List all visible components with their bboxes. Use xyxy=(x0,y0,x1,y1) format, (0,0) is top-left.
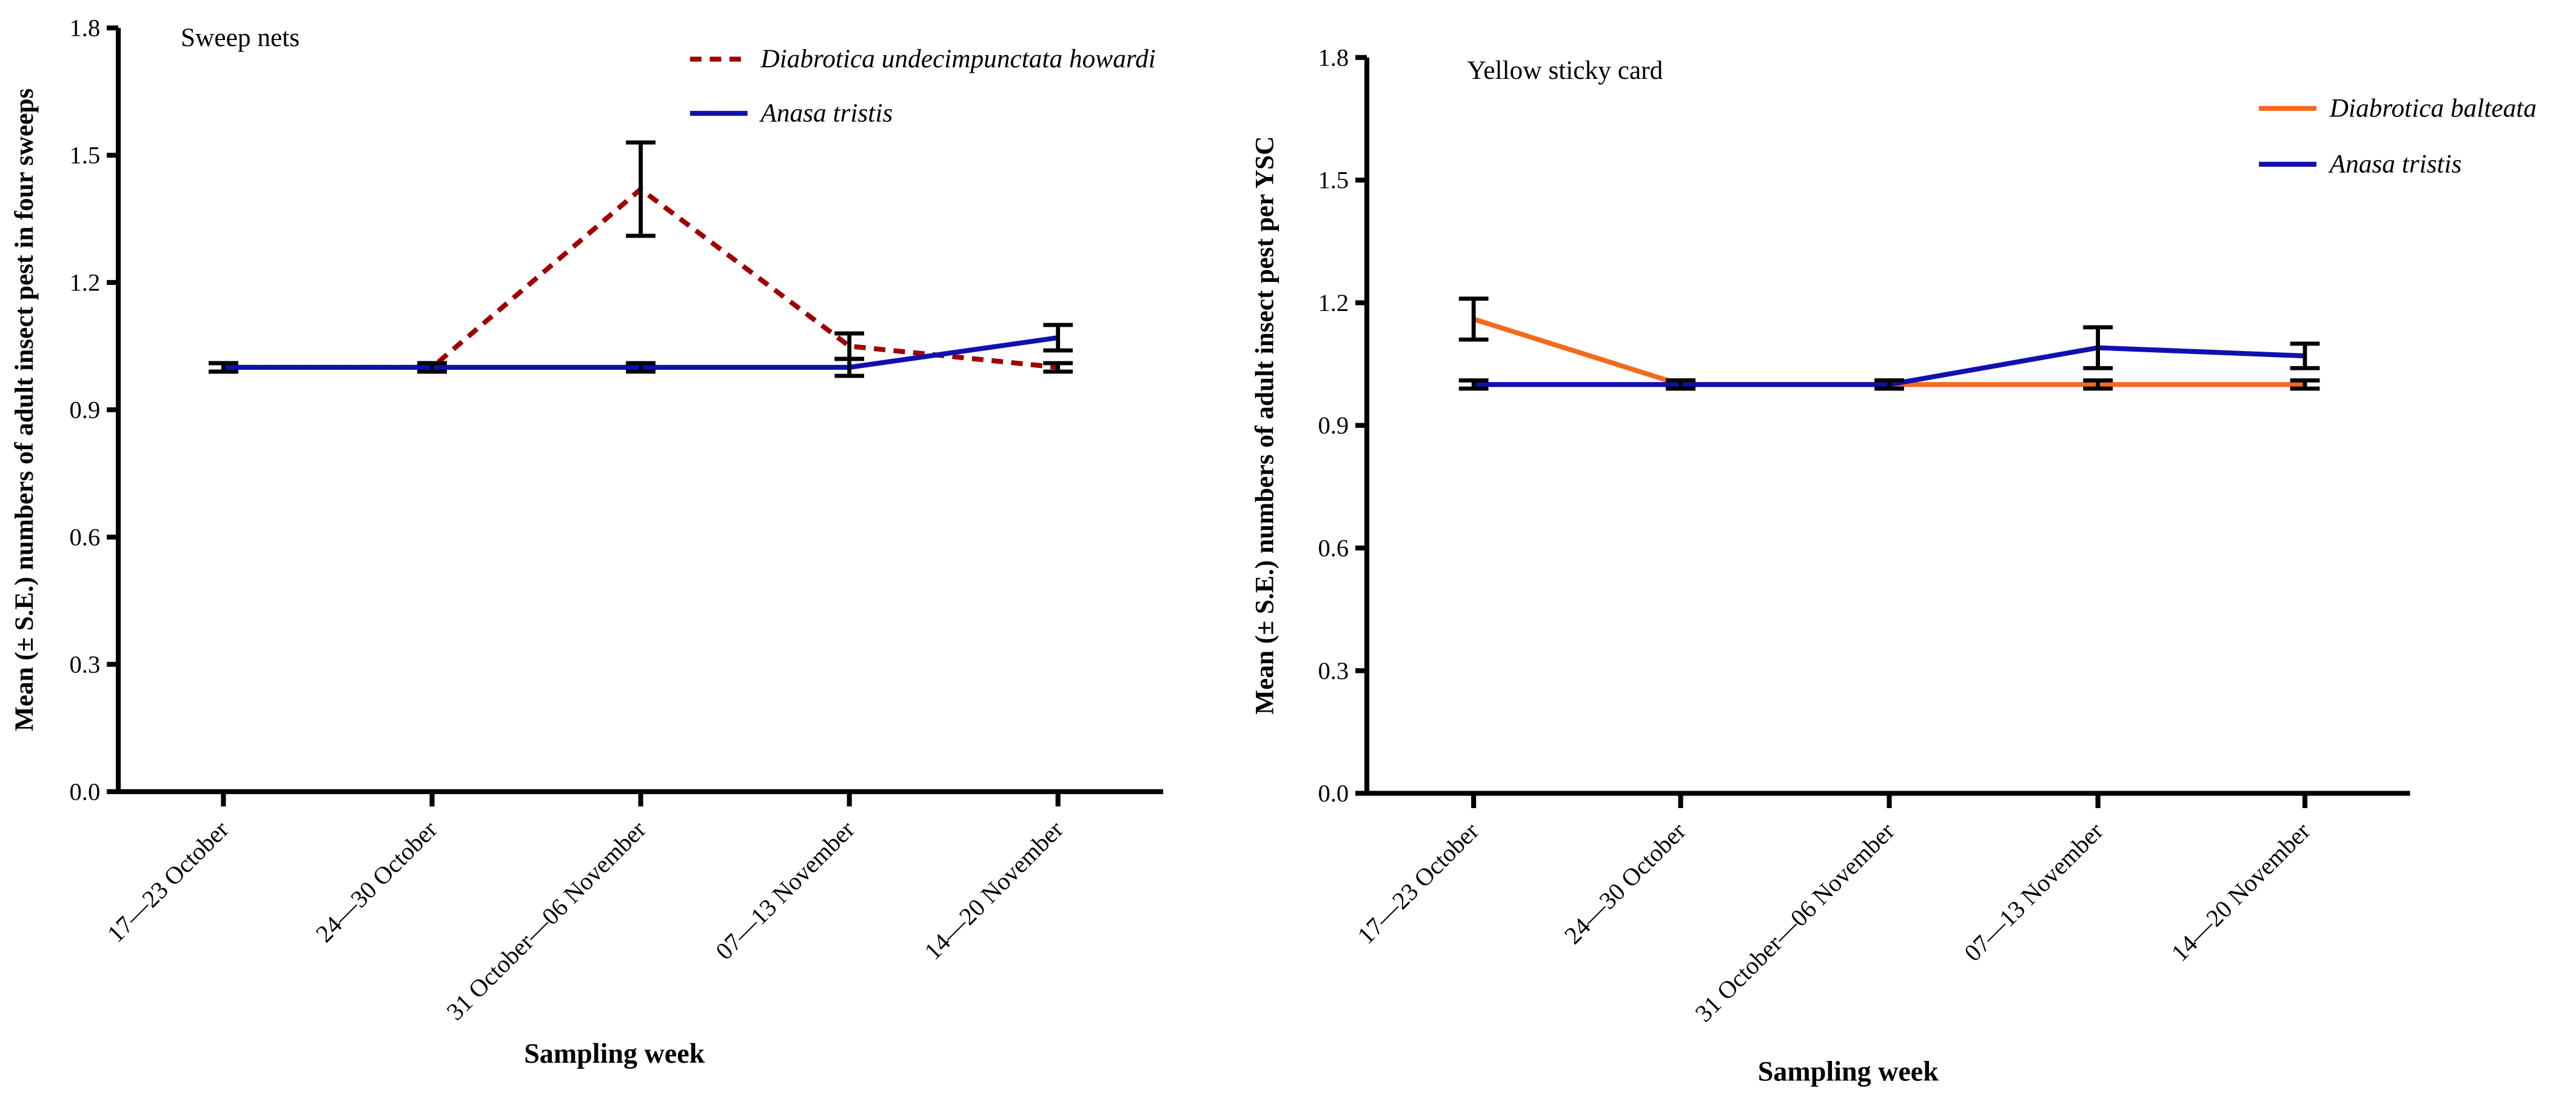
error-bar xyxy=(626,361,656,374)
error-bar xyxy=(209,361,238,374)
y-tick-label: 1.8 xyxy=(69,15,100,42)
y-tick-label: 1.5 xyxy=(1318,167,1349,194)
x-tick-label: 17—23 October xyxy=(102,815,234,948)
y-tick-label: 1.2 xyxy=(1318,289,1349,316)
x-axis-title: Sampling week xyxy=(1758,1056,1939,1087)
error-bar xyxy=(1043,323,1073,353)
y-tick-label: 0.6 xyxy=(1318,535,1349,562)
legend-label: Diabrotica balteata xyxy=(2329,93,2537,122)
x-tick-label: 14—20 November xyxy=(2166,817,2316,967)
error-bar xyxy=(2290,378,2320,391)
x-tick-label: 07—13 November xyxy=(710,815,860,965)
y-tick-label: 1.5 xyxy=(69,142,100,169)
x-tick-label: 24—30 October xyxy=(310,815,443,948)
x-tick-label: 31 October—06 November xyxy=(441,815,651,1025)
x-axis-title: Sampling week xyxy=(524,1038,705,1069)
error-bar xyxy=(1043,361,1073,374)
y-tick-label: 0.6 xyxy=(69,523,100,550)
error-bar xyxy=(1874,378,1904,391)
error-bar xyxy=(626,140,656,238)
error-bar xyxy=(1458,378,1489,391)
error-bar xyxy=(417,361,447,374)
legend-label: Anasa tristis xyxy=(759,98,893,127)
error-bar xyxy=(1666,378,1696,391)
y-tick-label: 1.2 xyxy=(69,269,100,296)
chart-title: Yellow sticky card xyxy=(1467,56,1663,85)
error-bar xyxy=(2083,325,2113,370)
x-tick-label: 24—30 October xyxy=(1559,817,1691,949)
x-tick-label: 17—23 October xyxy=(1352,817,1484,949)
y-tick-label: 1.8 xyxy=(1318,44,1349,71)
error-bar xyxy=(1458,296,1489,342)
y-tick-label: 0.3 xyxy=(69,650,100,678)
y-tick-label: 0.9 xyxy=(69,396,100,423)
y-axis-title: Mean (± S.E.) numbers of adult insect pe… xyxy=(10,89,39,731)
x-tick-label: 31 October—06 November xyxy=(1690,817,1900,1027)
y-axis-title: Mean (± S.E.) numbers of adult insect pe… xyxy=(1250,136,1280,715)
legend-label: Diabrotica undecimpunctata howardi xyxy=(760,44,1155,73)
legend-label: Anasa tristis xyxy=(2328,149,2462,178)
x-tick-label: 07—13 November xyxy=(1959,817,2108,967)
error-bar xyxy=(2083,378,2113,391)
error-bar xyxy=(2290,341,2320,370)
chart-title: Sweep nets xyxy=(181,23,300,52)
y-tick-label: 0.3 xyxy=(1318,657,1349,684)
y-tick-label: 0.0 xyxy=(1318,780,1349,807)
y-tick-label: 0.0 xyxy=(69,778,100,805)
y-tick-label: 0.9 xyxy=(1318,412,1349,439)
x-tick-label: 14—20 November xyxy=(919,815,1068,965)
error-bar xyxy=(834,356,865,378)
